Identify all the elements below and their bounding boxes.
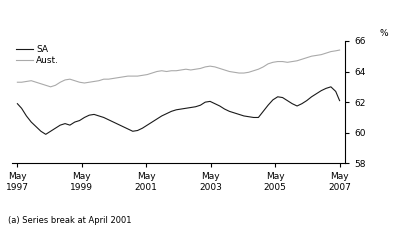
SA (337, 99, 342, 102)
SA (276, 95, 280, 98)
SA (251, 116, 256, 119)
Line: Aust.: Aust. (17, 50, 339, 87)
SA (237, 113, 241, 116)
SA (314, 92, 319, 95)
SA (328, 85, 333, 88)
SA (304, 99, 309, 102)
Aust. (203, 66, 208, 68)
Line: SA: SA (17, 87, 339, 134)
Aust. (309, 55, 314, 57)
Aust. (15, 81, 20, 84)
SA (309, 95, 314, 98)
Aust. (208, 65, 212, 67)
Aust. (48, 85, 53, 88)
SA (15, 102, 20, 105)
Aust. (337, 49, 342, 51)
Aust. (154, 70, 159, 73)
Aust. (96, 79, 101, 82)
Legend: SA, Aust.: SA, Aust. (16, 45, 59, 65)
Aust. (92, 80, 96, 83)
SA (43, 133, 48, 136)
Text: %: % (380, 29, 389, 38)
Text: (a) Series break at April 2001: (a) Series break at April 2001 (8, 216, 131, 225)
